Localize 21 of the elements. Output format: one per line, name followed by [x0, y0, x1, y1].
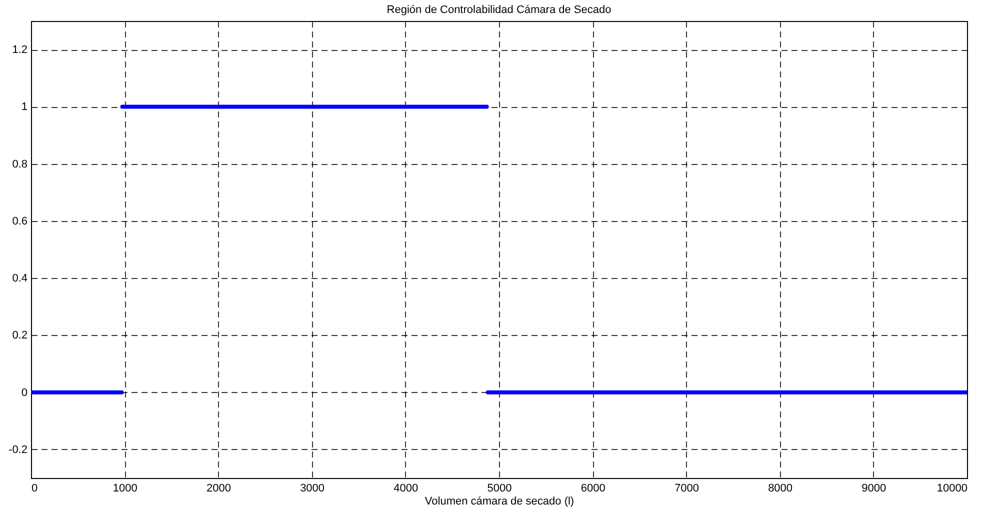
- chart-title: Región de Controlabilidad Cámara de Secado: [386, 4, 612, 16]
- y-tick-label: 0.4: [12, 272, 28, 285]
- x-tick-label: 9000: [862, 482, 886, 494]
- x-tick-label: 0: [32, 482, 38, 494]
- y-tick-label: 0.2: [12, 330, 28, 342]
- x-tick-label: 1000: [112, 482, 138, 494]
- x-tick-label: 2000: [206, 482, 231, 494]
- x-tick-label: 7000: [674, 482, 699, 494]
- y-tick-label: 0: [21, 386, 28, 399]
- x-axis-title: Volumen cámara de secado (l): [424, 496, 574, 508]
- y-tick-label: -0.2: [8, 444, 28, 456]
- y-tick-label: 1.2: [12, 44, 28, 56]
- y-tick-label: 1: [21, 101, 28, 114]
- x-tick-label: 8000: [768, 482, 793, 494]
- x-tick-label: 10000: [936, 482, 968, 494]
- y-tick-label: 0.8: [12, 158, 28, 170]
- x-tick-label: 5000: [487, 482, 512, 494]
- x-tick-label: 4000: [394, 482, 418, 494]
- y-tick-label: 0.6: [12, 215, 28, 228]
- x-tick-label: 6000: [580, 482, 606, 494]
- x-tick-label: 3000: [300, 482, 325, 494]
